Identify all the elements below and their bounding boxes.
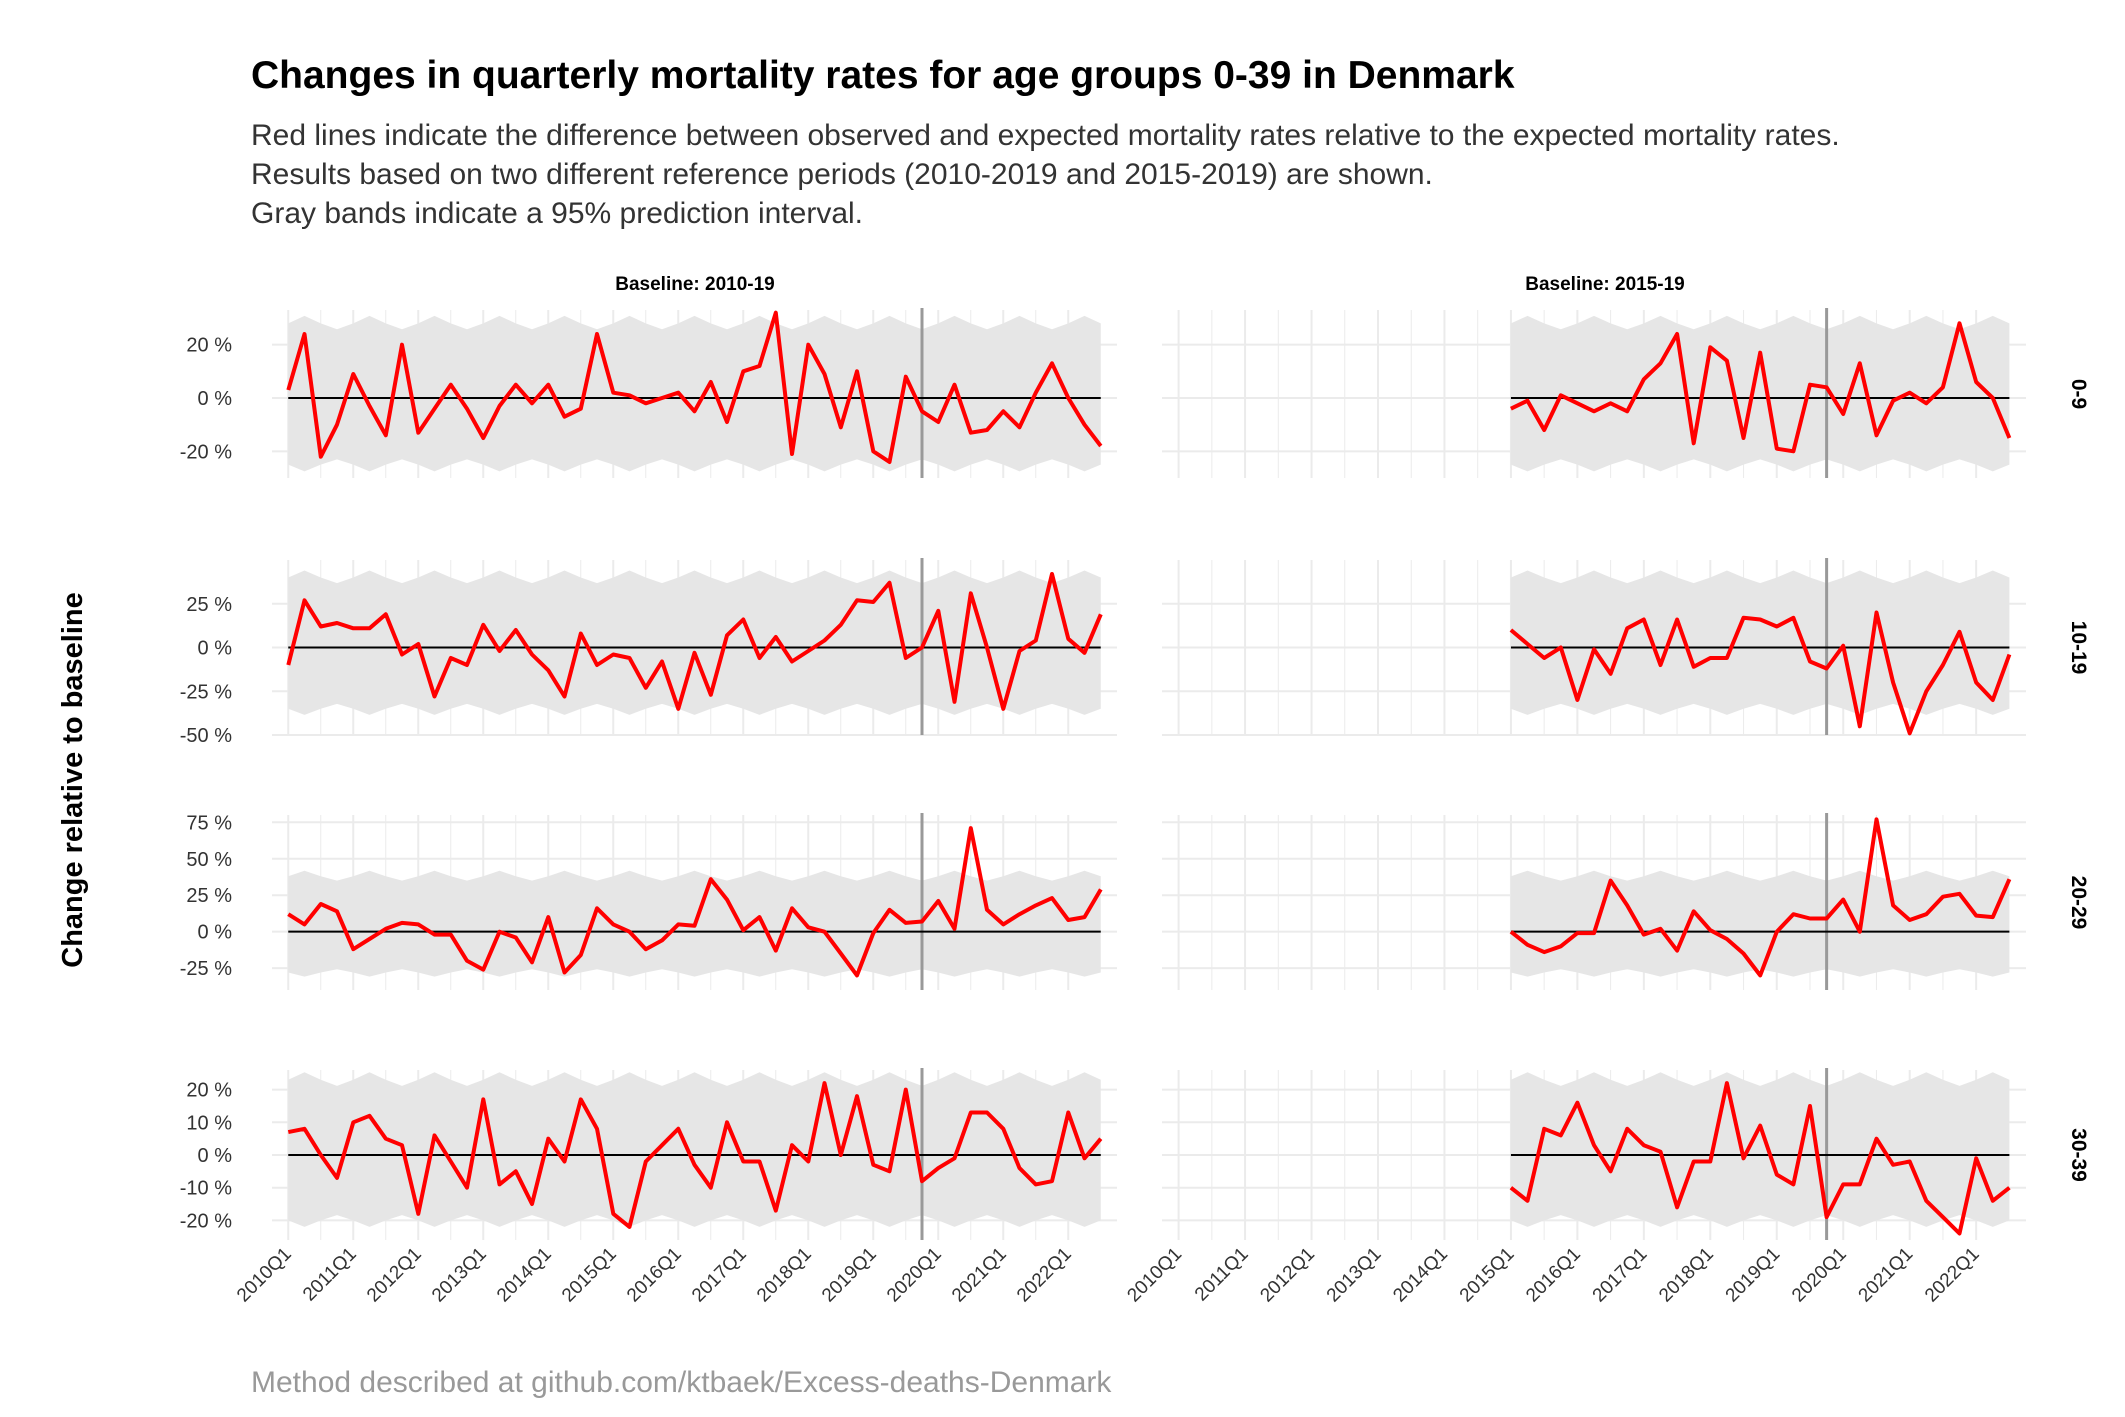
x-tick-label: 2013Q1 [428, 1244, 491, 1307]
strip-label-baseline-2010-19: Baseline: 2010-19 [615, 274, 775, 295]
y-tick-label: -50 % [180, 725, 232, 747]
panel-20-29-col1: 75 % 50 % 25 % 0 % -25 % [180, 812, 1117, 990]
prediction-band [1510, 1072, 2010, 1227]
prediction-band [288, 1072, 1101, 1227]
panel-0-9-col2 [1162, 308, 2026, 478]
x-tick-label: 2022Q1 [1921, 1244, 1984, 1307]
prediction-band [1510, 315, 2010, 472]
y-tick-label: -25 % [180, 681, 232, 703]
y-tick-label: 25 % [186, 594, 232, 616]
x-tick-label: 2019Q1 [818, 1244, 881, 1307]
subtitle-line-1: Red lines indicate the difference betwee… [251, 119, 1840, 152]
x-tick-label: 2016Q1 [1522, 1244, 1585, 1307]
series-line-10-19-2015-19 [1509, 610, 2012, 736]
x-tick-label: 2020Q1 [1788, 1244, 1851, 1307]
x-tick-label: 2020Q1 [883, 1244, 946, 1307]
panel-10-19-col1: 25 % 0 % -25 % -50 % [180, 558, 1117, 747]
x-tick-label: 2021Q1 [1855, 1244, 1918, 1307]
x-tick-label: 2012Q1 [1256, 1244, 1319, 1307]
x-tick-label: 2018Q1 [1655, 1244, 1718, 1307]
y-tick-label: -25 % [180, 958, 232, 980]
x-tick-label: 2014Q1 [1389, 1244, 1452, 1307]
prediction-band [288, 315, 1101, 472]
series-line-0-9-2015-19 [1510, 321, 2012, 454]
subtitle-line-3: Gray bands indicate a 95% prediction int… [251, 197, 863, 230]
y-tick-label: 10 % [186, 1112, 232, 1134]
y-tick-label: 0 % [198, 638, 233, 660]
series-line-30-39-2010-19 [287, 1081, 1103, 1229]
series-line-30-39-2015-19 [1509, 1081, 2011, 1236]
x-tick-label: 2018Q1 [753, 1244, 816, 1307]
y-tick-label: -20 % [180, 441, 232, 463]
x-tick-label: 2011Q1 [1191, 1244, 1253, 1306]
chart-caption: Method described at github.com/ktbaek/Ex… [251, 1366, 1112, 1399]
y-tick-label: -10 % [180, 1178, 232, 1200]
strip-label-baseline-2015-19: Baseline: 2015-19 [1525, 274, 1685, 295]
y-axis-title: Change relative to baseline [57, 592, 89, 968]
x-tick-label: 2014Q1 [493, 1244, 556, 1307]
x-tick-label: 2017Q1 [1589, 1244, 1652, 1307]
x-tick-label: 2010Q1 [1123, 1244, 1186, 1307]
x-tick-label: 2017Q1 [688, 1244, 751, 1307]
series-line-10-19-2010-19 [286, 572, 1103, 711]
x-tick-label: 2010Q1 [233, 1244, 296, 1307]
x-tick-label: 2019Q1 [1722, 1244, 1785, 1307]
prediction-band [1510, 870, 2010, 977]
prediction-band [288, 570, 1101, 715]
panel-30-39-col1: 20 % 10 % 0 % -10 % -20 % [180, 1068, 1117, 1240]
y-tick-label: 0 % [198, 1145, 233, 1167]
panel-grid: 20 % 0 % -20 % 0-9 25 % 0 % -25 % -50 % 10-19 75 … [180, 308, 2090, 1306]
y-tick-label: 0 % [198, 388, 233, 410]
series-line-0-9-2010-19 [286, 310, 1103, 464]
x-tick-label: 2015Q1 [558, 1244, 621, 1307]
y-tick-label: 0 % [198, 922, 233, 944]
x-tick-label: 2011Q1 [299, 1244, 361, 1306]
y-tick-label: 75 % [186, 812, 232, 834]
panel-0-9-col1: 20 % 0 % -20 % [180, 308, 1117, 478]
x-tick-label: 2022Q1 [1013, 1244, 1076, 1307]
x-tick-label: 2016Q1 [623, 1244, 686, 1307]
y-tick-label: 25 % [186, 885, 232, 907]
panel-20-29-col2 [1162, 813, 2026, 990]
row-strip-label-30-39: 30-39 [2067, 1128, 2090, 1182]
x-tick-label: 2013Q1 [1323, 1244, 1386, 1307]
x-tick-label: 2012Q1 [363, 1244, 426, 1307]
x-tick-label: 2021Q1 [948, 1244, 1011, 1307]
series-line-20-29-2015-19 [1509, 817, 2012, 978]
row-strip-label-20-29: 20-29 [2067, 876, 2090, 930]
y-tick-label: -20 % [180, 1210, 232, 1232]
y-tick-label: 50 % [186, 849, 232, 871]
panel-30-39-col2 [1162, 1068, 2026, 1240]
row-strip-label-0-9: 0-9 [2067, 379, 2090, 409]
panel-10-19-col2 [1162, 558, 2026, 736]
x-tick-label: 2015Q1 [1456, 1244, 1519, 1307]
row-strip-label-10-19: 10-19 [2067, 621, 2090, 675]
series-line-20-29-2010-19 [287, 826, 1103, 978]
prediction-band [1510, 570, 2010, 715]
subtitle-line-2: Results based on two different reference… [251, 158, 1433, 191]
y-tick-label: 20 % [186, 1080, 232, 1102]
chart-title: Changes in quarterly mortality rates for… [251, 54, 1515, 97]
y-tick-label: 20 % [186, 335, 232, 357]
